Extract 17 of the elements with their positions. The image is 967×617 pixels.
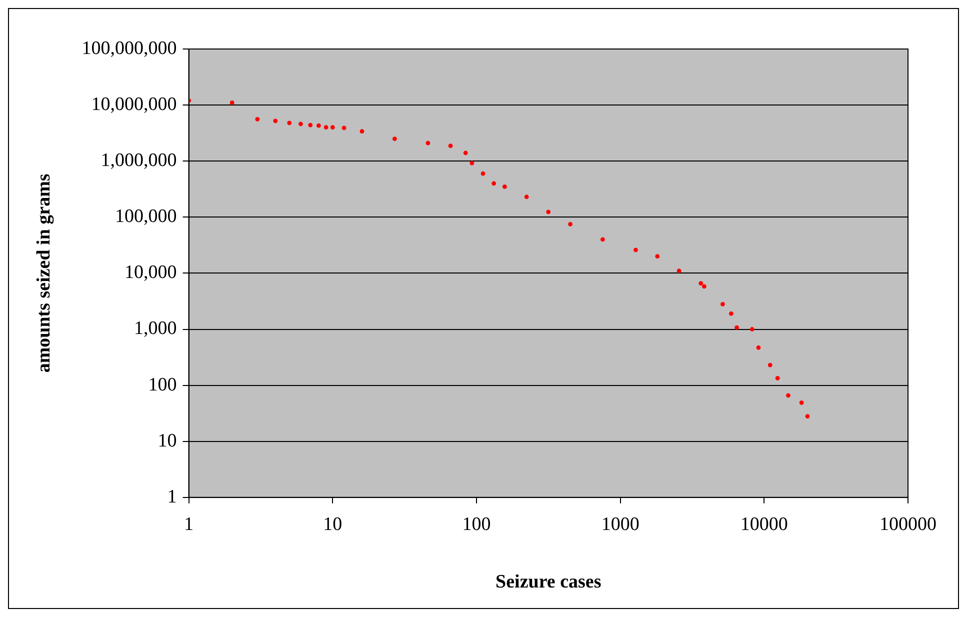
y-tick-label: 1,000 <box>134 318 177 340</box>
y-tick-label: 1 <box>167 486 177 508</box>
x-tick-label: 10 <box>323 514 342 535</box>
x-tick-label: 10000 <box>740 514 788 535</box>
y-tick-label: 10,000,000 <box>91 94 177 116</box>
y-tick-label: 100,000 <box>115 206 177 228</box>
y-tick-label: 100 <box>148 374 177 396</box>
x-tick-label: 1 <box>184 514 194 535</box>
y-axis-title: amounts seized in grams <box>33 174 54 373</box>
x-tick-label: 100000 <box>880 514 936 535</box>
x-tick-label: 100 <box>462 514 491 535</box>
y-tick-label: 10 <box>158 430 177 452</box>
x-tick-label: 1000 <box>601 514 640 535</box>
y-tick-label: 100,000,000 <box>82 38 177 59</box>
x-axis-title: Seizure cases <box>496 572 602 593</box>
y-tick-label: 10,000 <box>124 262 177 284</box>
y-tick-label: 1,000,000 <box>100 150 177 172</box>
